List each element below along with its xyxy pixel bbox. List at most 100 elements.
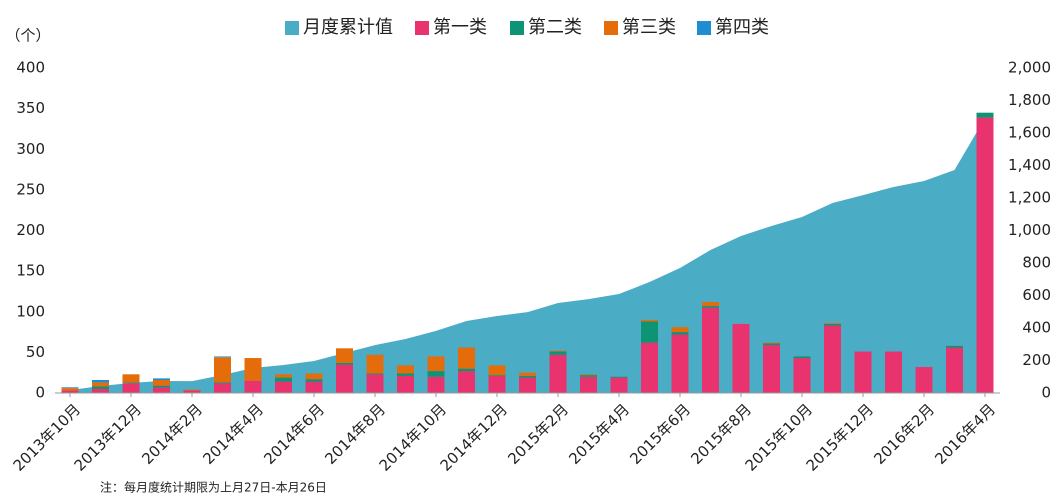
bar-segment	[336, 364, 353, 393]
bar-segment	[214, 383, 231, 393]
legend-label: 月度累计值	[303, 17, 393, 38]
bar-segment	[671, 334, 689, 393]
bar-segment	[61, 388, 79, 391]
bar-segment	[366, 373, 384, 375]
bar-segment	[153, 385, 170, 388]
bar-segment	[580, 374, 597, 376]
bar-segment	[549, 354, 567, 393]
bar-segment	[153, 378, 170, 380]
y-tick-label: 400	[16, 59, 45, 77]
x-tick-label: 2016年2月	[870, 400, 938, 468]
y-tick-label: 250	[16, 180, 45, 198]
y2-tick-label: 2,000	[1008, 59, 1051, 77]
bar-segment	[885, 351, 902, 393]
bar-segment	[305, 379, 323, 382]
bar-segment	[549, 350, 567, 352]
bar-segment	[92, 388, 109, 393]
bar-segment	[61, 387, 79, 389]
x-tick-label: 2014年6月	[260, 400, 328, 468]
bar-segment	[244, 380, 262, 393]
y-tick-label: 50	[26, 343, 45, 361]
bar-segment	[336, 348, 353, 363]
bar-segment	[763, 342, 780, 344]
bar-segment	[244, 358, 262, 381]
bar-segment	[92, 386, 109, 389]
bar-segment	[702, 302, 719, 307]
bar-segment	[427, 376, 445, 393]
bar-segment	[793, 358, 811, 393]
y-tick-label: 0	[35, 384, 45, 402]
bar-segment	[976, 117, 994, 393]
legend-swatch	[604, 21, 618, 35]
bar-segment	[366, 354, 384, 374]
y-tick-label: 200	[16, 221, 45, 239]
bar-segment	[122, 374, 140, 383]
bar-segment	[397, 365, 414, 374]
bar-segment	[92, 382, 109, 387]
bar-segment	[824, 323, 841, 324]
legend-swatch	[285, 21, 299, 35]
bar-segment	[671, 332, 689, 335]
bar-segment	[976, 112, 994, 118]
bar-segment	[397, 375, 414, 393]
bar-segment	[153, 387, 170, 393]
legend-label: 第三类	[622, 17, 676, 38]
legend-swatch	[697, 21, 711, 35]
y-tick-label: 150	[16, 262, 45, 280]
bar-segment	[336, 362, 353, 365]
bar-segment	[732, 323, 750, 393]
bar-segment	[183, 390, 201, 393]
bar-segment	[183, 389, 201, 391]
bar-segment	[366, 374, 384, 393]
bar-segment	[702, 306, 719, 308]
legend-label: 第二类	[528, 17, 582, 38]
bar-segment	[397, 373, 414, 376]
legend-swatch	[415, 21, 429, 35]
y-axis-unit: （个）	[5, 27, 50, 45]
y-tick-label: 350	[16, 99, 45, 117]
bar-segment	[610, 377, 628, 393]
bar-segment	[458, 368, 475, 372]
bar-segment	[915, 367, 933, 393]
bar-segment	[214, 382, 231, 384]
bar-segment	[427, 371, 445, 377]
bar-segment	[122, 383, 140, 393]
bar-segment	[519, 375, 536, 378]
x-tick-label: 2014年4月	[199, 400, 267, 468]
y2-tick-label: 400	[1022, 319, 1051, 337]
x-tick-label: 2016年4月	[931, 400, 999, 468]
bar-segment	[549, 351, 567, 355]
bar-segment	[641, 342, 658, 393]
bar-segment	[214, 357, 231, 383]
bar-segment	[275, 377, 292, 382]
bar-segment	[763, 343, 780, 346]
bar-segment	[580, 375, 597, 377]
y-tick-label: 300	[16, 140, 45, 158]
bar-segment	[946, 345, 963, 348]
bar-segment	[427, 356, 445, 372]
bar-segment	[488, 375, 506, 393]
y2-tick-label: 600	[1022, 286, 1051, 304]
x-tick-label: 2015年4月	[565, 400, 633, 468]
y-tick-label: 100	[16, 302, 45, 320]
bar-segment	[763, 345, 780, 393]
bar-segment	[214, 356, 231, 358]
bar-segment	[275, 374, 292, 378]
bar-segment	[824, 325, 841, 393]
bar-segment	[580, 376, 597, 393]
bar-segment	[458, 371, 475, 393]
bar-segment	[519, 377, 536, 393]
y2-tick-label: 1,200	[1008, 189, 1051, 207]
bar-segment	[641, 319, 658, 322]
x-tick-label: 2015年6月	[626, 400, 694, 468]
bar-segment	[854, 351, 872, 393]
bar-segment	[61, 390, 79, 393]
y2-tick-label: 1,000	[1008, 221, 1051, 239]
bar-segment	[702, 307, 719, 393]
bar-segment	[458, 347, 475, 369]
bar-segment	[519, 372, 536, 376]
bar-segment	[305, 381, 323, 393]
x-tick-label: 2014年2月	[138, 400, 206, 468]
